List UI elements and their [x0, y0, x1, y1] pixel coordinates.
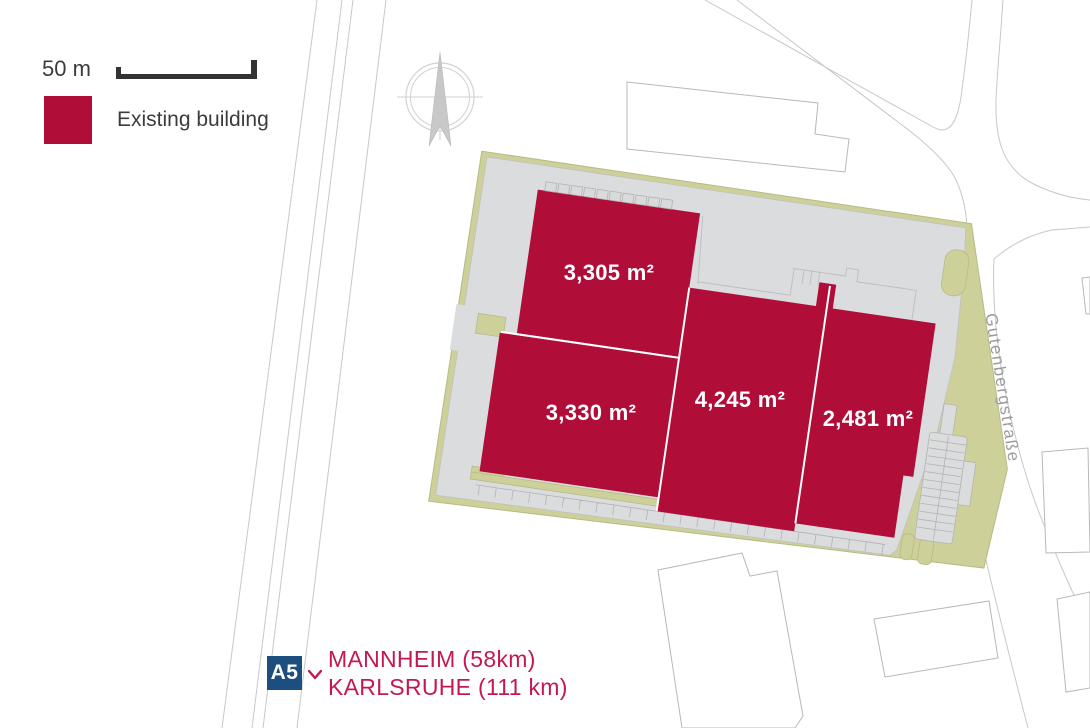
road-lines: [221, 0, 1090, 728]
building-dividers: [500, 285, 831, 524]
landscape-tab: [474, 312, 507, 338]
parking-lot-right: [914, 403, 977, 545]
site-parcel: [428, 150, 1008, 569]
building-outline: [657, 552, 804, 728]
area-label-3330: 3,330 m²: [545, 400, 637, 425]
area-label-3305: 3,305 m²: [563, 260, 655, 285]
building-outline: [1081, 276, 1090, 315]
building-stub: [815, 282, 837, 311]
destination-mannheim: MANNHEIM (58km): [328, 646, 536, 672]
direction-destinations: MANNHEIM (58km) KARLSRUHE (111 km): [328, 645, 568, 701]
highway-badge-a5: A5: [267, 656, 302, 690]
destination-karlsruhe: KARLSRUHE (111 km): [328, 674, 568, 700]
landscape-tongue: [941, 249, 970, 297]
area-label-2481: 2,481 m²: [822, 406, 914, 431]
building-outline: [626, 81, 850, 173]
area-label-4245: 4,245 m²: [694, 387, 786, 412]
building-outline: [1056, 591, 1090, 693]
landscape-feet: [899, 533, 935, 566]
building-outline: [1041, 447, 1090, 554]
scale-bar-label: 50 m: [42, 56, 91, 81]
chevron-down-icon: [307, 669, 323, 680]
canopy-outline: [697, 215, 917, 323]
scale-bar: [116, 60, 257, 79]
legend-swatch-existing-building: [44, 96, 92, 144]
building-area-3330: [479, 332, 679, 498]
existing-buildings: [479, 189, 936, 538]
legend-label-existing-building: Existing building: [117, 108, 269, 131]
building-outline: [873, 600, 999, 678]
building-area-2481: [795, 307, 936, 538]
compass-rose-icon: [397, 51, 483, 147]
plot-surface-gap: [449, 304, 469, 352]
building-area-3305: [516, 189, 701, 357]
building-area-4245: [656, 287, 827, 532]
loading-docks: [544, 181, 674, 210]
neighbor-building-outlines: [626, 81, 1090, 728]
